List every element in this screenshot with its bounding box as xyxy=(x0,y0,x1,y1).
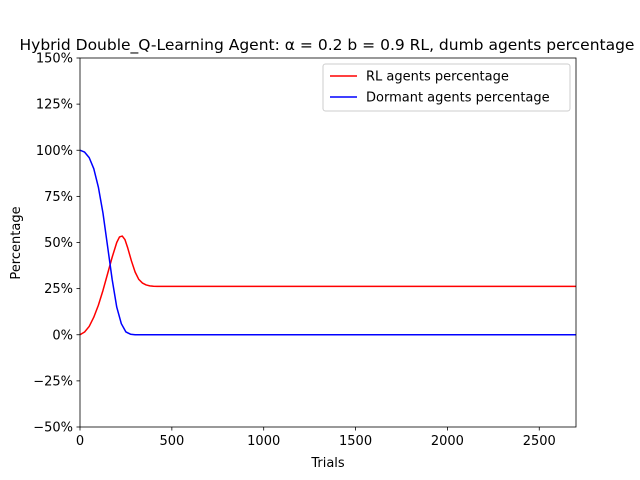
y-tick-label: 150% xyxy=(36,52,73,67)
y-tick-label: 75% xyxy=(44,190,73,205)
y-tick-label: −50% xyxy=(33,421,73,436)
series-line-2 xyxy=(80,149,576,336)
y-tick-label: 0% xyxy=(52,328,73,343)
x-axis-ticks: 0 500 1000 1500 2000 2500 xyxy=(76,427,556,449)
y-tick-label: −25% xyxy=(33,374,73,389)
x-tick-label: 1000 xyxy=(247,434,280,449)
y-tick-label: 50% xyxy=(44,236,73,251)
x-tick-label: 2500 xyxy=(523,434,556,449)
y-axis-label: Percentage xyxy=(9,206,24,279)
x-tick-label: 0 xyxy=(76,434,84,449)
y-tick-label: 125% xyxy=(36,98,73,113)
chart-title: Hybrid Double_Q-Learning Agent: α = 0.2 … xyxy=(20,36,635,55)
x-tick-label: 500 xyxy=(159,434,184,449)
x-tick-label: 2000 xyxy=(431,434,464,449)
legend: RL agents percentage Dormant agents perce… xyxy=(322,63,571,112)
x-tick-label: 1500 xyxy=(339,434,372,449)
plot-area xyxy=(79,57,577,428)
x-axis-label: Trials xyxy=(310,456,345,471)
y-tick-label: 100% xyxy=(36,144,73,159)
axes-frame xyxy=(79,57,577,428)
legend-label-2: Dormant agents percentage xyxy=(366,91,550,106)
y-tick-label: 25% xyxy=(44,282,73,297)
legend-box xyxy=(322,63,571,112)
series-line-1 xyxy=(80,235,576,336)
legend-label-1: RL agents percentage xyxy=(366,70,509,85)
y-axis-ticks: −50% −25% 0% 25% 50% 75% 100% 125% 150% xyxy=(33,52,80,436)
